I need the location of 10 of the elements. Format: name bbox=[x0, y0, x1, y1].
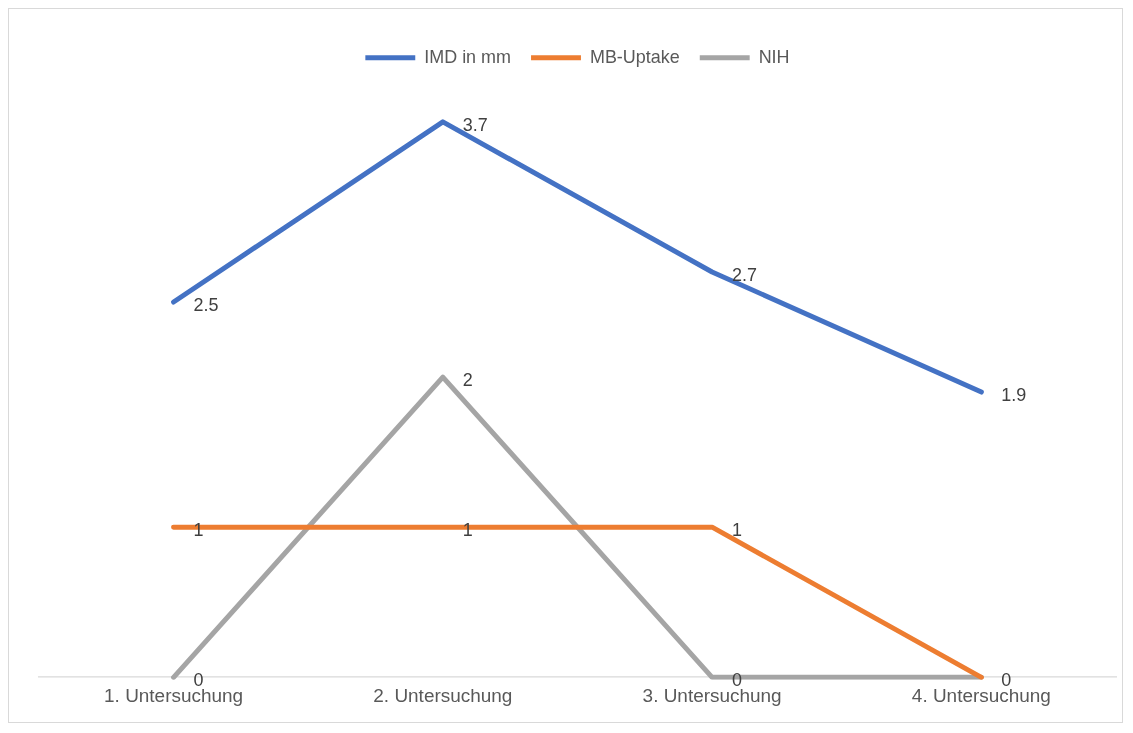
data-label: 1 bbox=[732, 520, 743, 541]
legend-label: NIH bbox=[758, 46, 790, 67]
x-tick-label: 2. Untersuchung bbox=[373, 684, 513, 706]
legend-label: MB-Uptake bbox=[589, 46, 680, 67]
legend-label: IMD in mm bbox=[424, 46, 511, 67]
data-label: 2.7 bbox=[732, 264, 758, 285]
data-label: 2 bbox=[462, 370, 473, 391]
data-label: 1.9 bbox=[1001, 385, 1027, 406]
data-label: 2.5 bbox=[193, 294, 219, 315]
data-label: 3.7 bbox=[462, 114, 488, 135]
